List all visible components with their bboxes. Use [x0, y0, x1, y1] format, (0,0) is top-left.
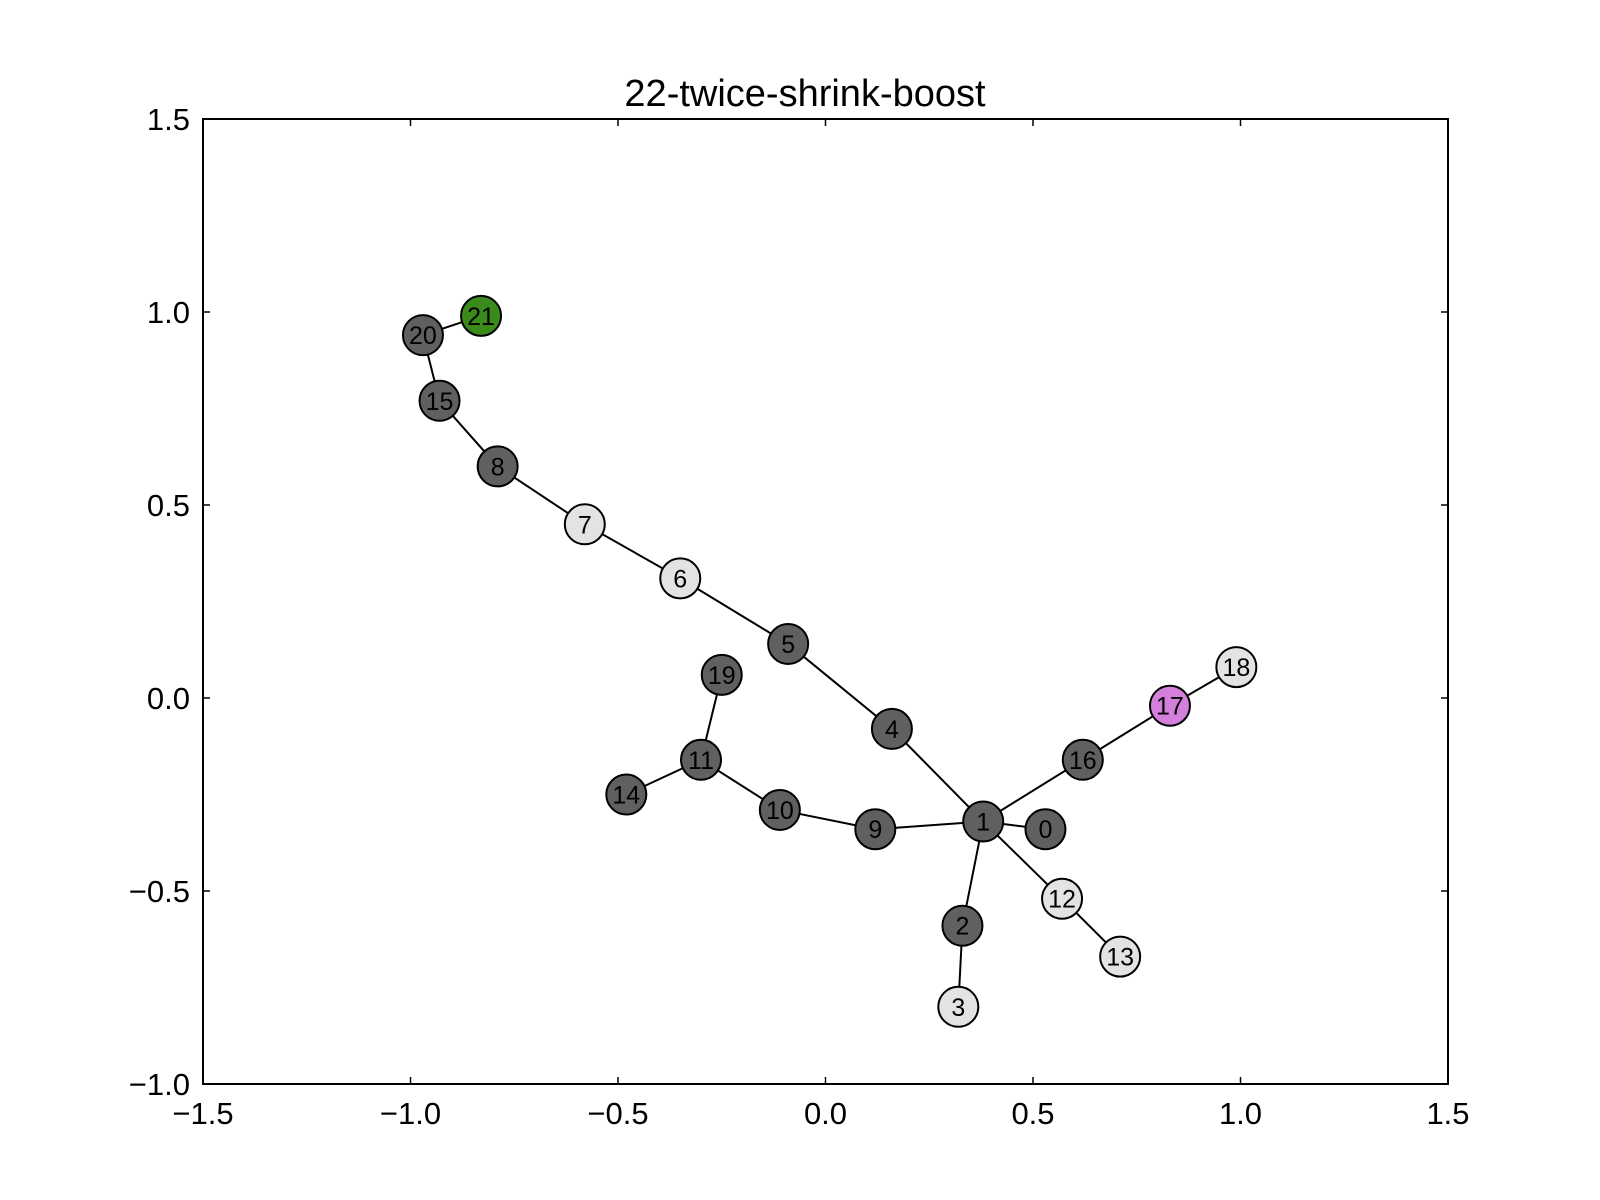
node-circle: [758, 788, 801, 831]
node-20: 20: [401, 314, 444, 357]
node-16: 16: [1061, 738, 1104, 781]
node-label: 21: [467, 303, 495, 331]
node-18: 18: [1215, 646, 1258, 689]
node-label: 14: [612, 782, 640, 810]
node-label: 6: [673, 565, 687, 593]
node-14: 14: [605, 773, 648, 816]
node-21: 21: [460, 294, 503, 337]
node-label: 18: [1222, 654, 1250, 682]
node-1: 1: [962, 800, 1005, 843]
node-2: 2: [941, 904, 984, 947]
node-12: 12: [1041, 877, 1084, 920]
node-15: 15: [418, 379, 461, 422]
node-label: 10: [766, 797, 794, 825]
node-label: 19: [708, 662, 736, 690]
node-circle: [418, 379, 461, 422]
node-circle: [854, 808, 897, 851]
node-label: 17: [1156, 693, 1184, 721]
node-0: 0: [1024, 808, 1067, 851]
node-label: 1: [976, 809, 990, 837]
node-circle: [1215, 646, 1258, 689]
node-circle: [605, 773, 648, 816]
node-9: 9: [854, 808, 897, 851]
node-6: 6: [659, 557, 702, 600]
node-circle: [460, 294, 503, 337]
axis-ticks: −1.5 −1.0 −0.5 0.0 0.5 1.0 1.5−1.0−0.50.00.51.…: [129, 102, 1470, 1131]
node-11: 11: [680, 738, 722, 781]
node-13: 13: [1099, 935, 1142, 978]
node-circle: [1024, 808, 1067, 851]
node-label: 20: [409, 322, 437, 350]
node-label: 7: [578, 511, 592, 539]
node-circle: [962, 800, 1005, 843]
node-label: 0: [1038, 816, 1052, 844]
node-19: 19: [700, 653, 743, 696]
node-label: 11: [688, 747, 714, 775]
node-circle: [659, 557, 702, 600]
node-8: 8: [476, 445, 519, 488]
edge-1-4: [891, 728, 984, 823]
y-tick-label: 1.5: [147, 102, 190, 137]
x-tick-label: −1.5: [172, 1096, 233, 1131]
node-circle: [937, 985, 980, 1028]
y-tick-label: 0.5: [147, 488, 190, 523]
y-tick-label: 1.0: [147, 295, 190, 330]
node-5: 5: [767, 622, 810, 665]
node-4: 4: [870, 707, 913, 750]
node-circle: [563, 503, 606, 546]
node-label: 2: [955, 913, 969, 941]
node-10: 10: [758, 788, 801, 831]
y-tick-label: −1.0: [129, 1067, 190, 1102]
node-label: 16: [1069, 747, 1097, 775]
node-circle: [476, 445, 519, 488]
chart-title: 22-twice-shrink-boost: [624, 73, 986, 115]
y-tick-label: −0.5: [129, 874, 190, 909]
node-label: 4: [885, 716, 899, 744]
node-7: 7: [563, 503, 606, 546]
y-tick-label: 0.0: [147, 681, 190, 716]
edge-5-6: [679, 577, 789, 645]
node-label: 15: [426, 388, 454, 416]
node-label: 12: [1048, 886, 1076, 914]
node-circle: [767, 622, 810, 665]
node-label: 5: [781, 631, 795, 659]
x-tick-label: 0.0: [804, 1096, 847, 1131]
node-circle: [941, 904, 984, 947]
x-tick-label: 0.5: [1011, 1096, 1054, 1131]
node-circle: [700, 653, 743, 696]
plot-frame: [202, 118, 1449, 1085]
node-label: 13: [1106, 944, 1134, 972]
node-circle: [401, 314, 444, 357]
node-label: 9: [868, 816, 882, 844]
node-17: 17: [1148, 684, 1191, 727]
x-tick-label: −1.0: [380, 1096, 441, 1131]
x-tick-label: −0.5: [587, 1096, 648, 1131]
node-label: 8: [491, 453, 505, 481]
node-circle: [1099, 935, 1142, 978]
node-circle: [1041, 877, 1084, 920]
edge-4-5: [787, 643, 893, 730]
x-tick-label: 1.0: [1219, 1096, 1262, 1131]
node-label: 3: [951, 994, 965, 1022]
node-3: 3: [937, 985, 980, 1028]
node-circle: [870, 707, 913, 750]
graph-edges: [421, 314, 1237, 1007]
node-circle: [680, 738, 722, 781]
node-circle: [1148, 684, 1191, 727]
node-circle: [1061, 738, 1104, 781]
x-tick-label: 1.5: [1426, 1096, 1469, 1131]
